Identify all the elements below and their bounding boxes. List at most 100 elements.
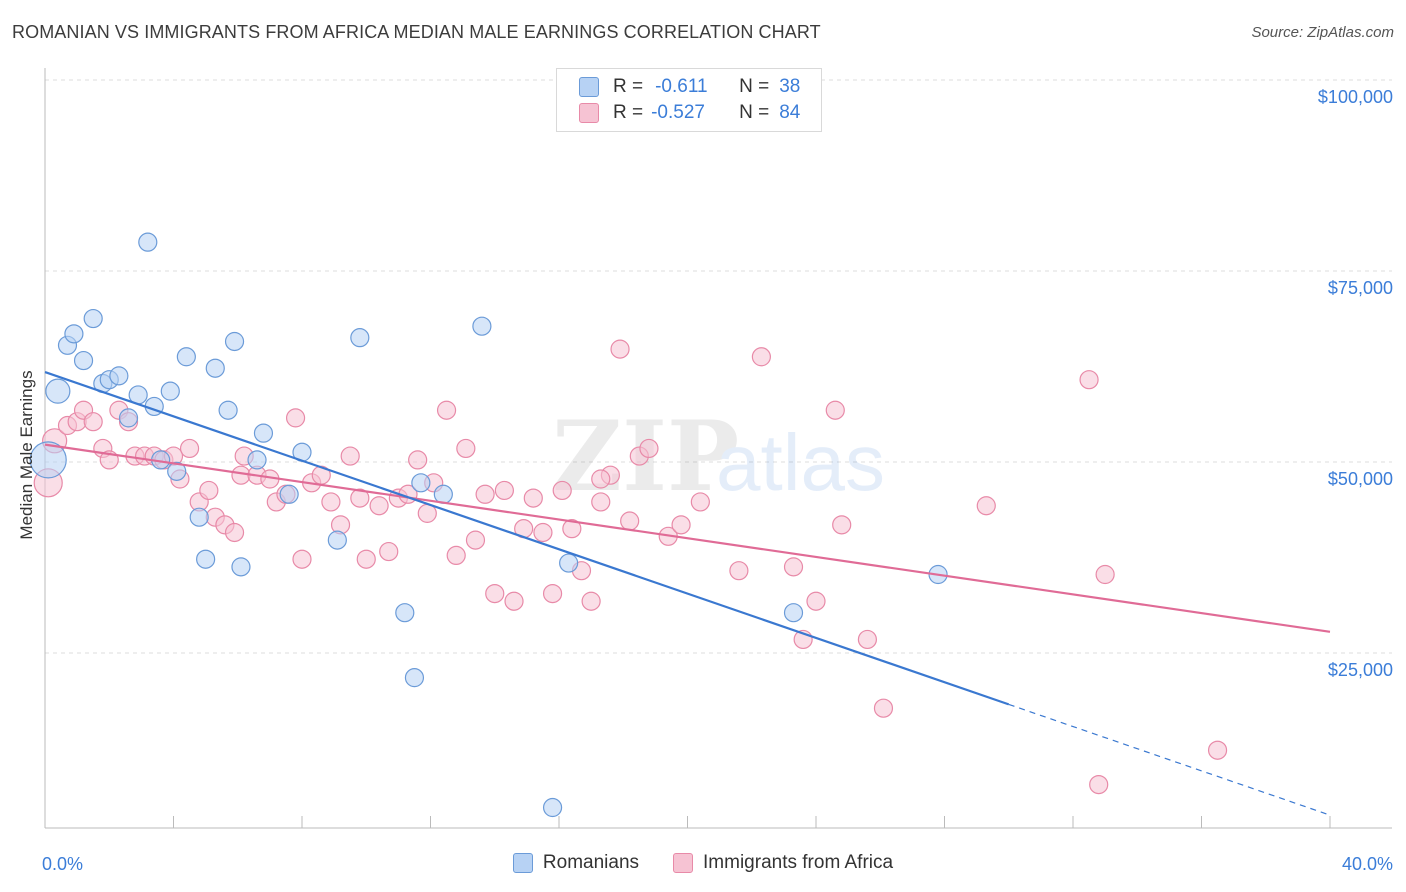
point-romanians (433, 484, 453, 504)
legend-row-romanians: R = -0.611 N = 38 (579, 74, 800, 100)
point-romanians (29, 441, 67, 479)
point-immigrants (591, 492, 611, 512)
x-tick-label-min: 0.0% (42, 854, 83, 874)
point-immigrants (465, 530, 486, 550)
point-romanians (160, 381, 180, 401)
point-romanians (472, 316, 492, 336)
point-romanians (83, 308, 103, 329)
point-romanians (45, 378, 71, 404)
point-romanians (247, 450, 267, 470)
point-immigrants (199, 480, 219, 501)
point-romanians (559, 553, 579, 573)
point-immigrants (639, 438, 659, 459)
point-immigrants (436, 400, 457, 420)
point-immigrants (1095, 564, 1115, 585)
point-immigrants (552, 480, 572, 501)
point-immigrants (350, 488, 370, 508)
point-immigrants (379, 541, 399, 562)
point-romanians (404, 668, 425, 688)
point-immigrants (179, 438, 200, 459)
point-immigrants (806, 591, 826, 611)
point-immigrants (340, 446, 360, 466)
legend-item-immigrants[interactable]: Immigrants from Africa (673, 852, 893, 874)
point-immigrants (1079, 370, 1099, 390)
series-romanians-points (29, 232, 948, 818)
r-value-immigrants: -0.527 (651, 102, 705, 123)
trend-line-romanians (44, 371, 1010, 706)
trend-line-romanians-extension (1008, 703, 1331, 816)
trend-line-immigrants (44, 443, 1331, 633)
legend-row-immigrants: R = -0.527 N = 84 (579, 100, 800, 126)
point-romanians (109, 366, 129, 386)
point-immigrants (783, 557, 804, 577)
point-immigrants (83, 412, 103, 432)
point-romanians (279, 484, 299, 504)
point-immigrants (494, 480, 514, 501)
point-romanians (218, 400, 238, 420)
point-immigrants (690, 492, 710, 512)
point-romanians (411, 473, 431, 493)
point-immigrants (751, 347, 771, 367)
legend-swatch-immigrants (673, 853, 694, 873)
swatch-immigrants (579, 103, 599, 123)
point-immigrants (292, 549, 312, 569)
legend-label-romanians: Romanians (542, 852, 640, 873)
n-value-romanians: 38 (779, 76, 801, 97)
point-immigrants (873, 698, 894, 718)
point-immigrants (610, 339, 630, 359)
point-romanians (231, 557, 251, 577)
point-romanians (73, 350, 94, 371)
point-immigrants (285, 408, 306, 428)
point-immigrants (620, 511, 640, 531)
point-romanians (350, 328, 370, 348)
point-immigrants (408, 450, 428, 470)
n-label: N = (739, 76, 770, 97)
trend-lines (44, 371, 1331, 816)
point-immigrants (581, 591, 601, 611)
point-immigrants (475, 484, 495, 504)
stats-legend: R = -0.611 N = 38 R = -0.527 N = 84 (556, 68, 822, 132)
point-romanians (395, 603, 415, 623)
point-immigrants (729, 561, 749, 581)
point-immigrants (533, 522, 553, 543)
point-immigrants (562, 519, 582, 539)
source-credit: Source: ZipAtlas.com (1251, 24, 1394, 41)
legend-label-immigrants: Immigrants from Africa (703, 852, 894, 873)
point-immigrants (356, 549, 376, 569)
point-immigrants (825, 400, 845, 420)
r-label: R = (613, 76, 644, 97)
n-value-immigrants: 84 (779, 102, 801, 123)
point-immigrants (485, 583, 505, 604)
point-immigrants (504, 591, 524, 611)
point-romanians (189, 507, 209, 527)
y-tick-label-0: $100,000 (1318, 87, 1393, 107)
point-romanians (327, 530, 347, 550)
swatch-romanians (579, 77, 599, 97)
point-romanians (138, 232, 158, 252)
y-axis-label: Median Male Earnings (17, 370, 36, 539)
point-immigrants (224, 522, 245, 543)
point-immigrants (369, 496, 389, 516)
tick-labels: $100,000 $75,000 $50,000 $25,000 0.0% 40.0% (42, 87, 1393, 874)
point-romanians (205, 358, 225, 378)
point-immigrants (976, 496, 996, 516)
point-immigrants (1207, 740, 1228, 760)
watermark-atlas: atlas (716, 418, 885, 507)
point-romanians (224, 331, 245, 352)
legend-item-romanians[interactable]: Romanians (512, 852, 640, 874)
point-romanians (176, 347, 196, 367)
point-immigrants (671, 515, 691, 535)
r-value-romanians: -0.611 (655, 76, 708, 97)
chart-title: ROMANIAN VS IMMIGRANTS FROM AFRICA MEDIA… (12, 22, 821, 42)
point-immigrants (591, 469, 611, 489)
point-immigrants (446, 545, 466, 566)
r-label: R = (613, 102, 644, 123)
point-romanians (64, 324, 84, 344)
point-immigrants (321, 492, 341, 512)
point-immigrants (456, 438, 476, 459)
point-romanians (542, 797, 563, 818)
point-romanians (118, 408, 139, 428)
y-tick-label-3: $25,000 (1328, 660, 1393, 680)
n-label: N = (739, 102, 770, 123)
